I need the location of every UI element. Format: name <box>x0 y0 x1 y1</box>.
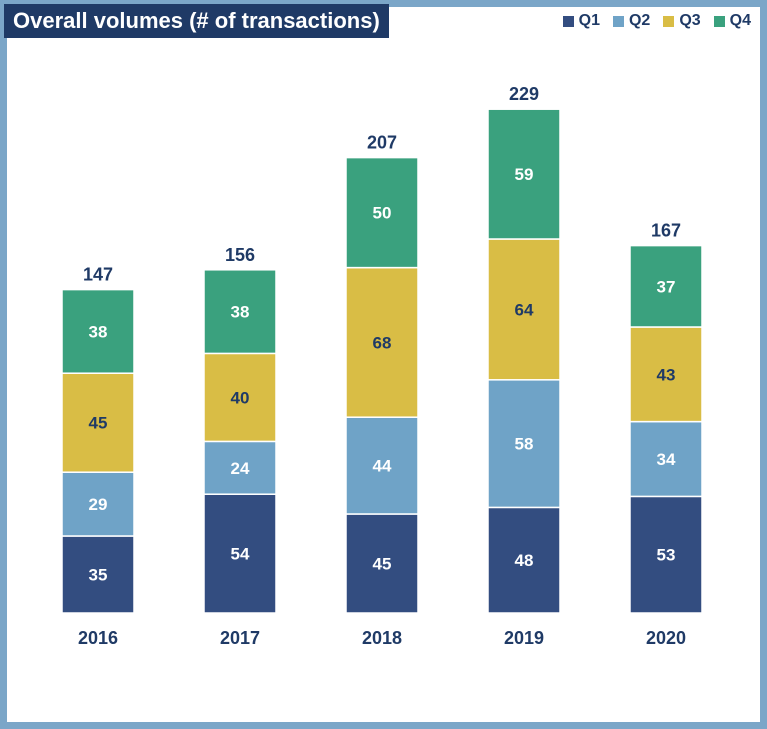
bar-q3-2017 <box>203 352 277 443</box>
data-label-q2-2018: 44 <box>373 457 392 476</box>
legend-swatch <box>663 15 675 27</box>
x-tick-label-2020: 2020 <box>646 628 686 648</box>
legend-item-q1: Q1 <box>562 12 600 30</box>
data-label-q2-2017: 24 <box>231 459 250 478</box>
bar-q1-2020 <box>629 495 703 614</box>
legend: Q1 Q2 Q3 Q4 <box>550 12 751 30</box>
data-label-q1-2018: 45 <box>373 555 392 574</box>
data-label-q3-2018: 68 <box>373 333 392 352</box>
bar-q4-2018 <box>345 156 419 269</box>
legend-label: Q4 <box>729 12 751 29</box>
data-label-q3-2017: 40 <box>231 388 250 407</box>
data-label-q1-2019: 48 <box>515 551 534 570</box>
total-label-2018: 207 <box>367 133 397 153</box>
data-label-q1-2020: 53 <box>657 546 676 565</box>
legend-label: Q3 <box>679 12 701 29</box>
data-label-q4-2017: 38 <box>231 303 250 322</box>
legend-label: Q2 <box>628 12 651 29</box>
bar-q1-2016 <box>61 535 135 614</box>
data-label-q1-2016: 35 <box>89 566 108 585</box>
bar-q2-2020 <box>629 420 703 498</box>
legend-swatch <box>562 15 574 27</box>
bar-q4-2019 <box>487 108 561 240</box>
data-label-q2-2020: 34 <box>657 450 676 469</box>
x-tick-label-2016: 2016 <box>78 628 118 648</box>
bar-q2-2019 <box>487 379 561 509</box>
legend-item-q2: Q2 <box>612 12 651 30</box>
data-label-q1-2017: 54 <box>231 545 250 564</box>
legend-swatch <box>612 15 624 27</box>
bar-q4-2017 <box>203 269 277 355</box>
bar-q3-2018 <box>345 266 419 418</box>
legend-label: Q1 <box>578 12 600 29</box>
data-label-q3-2019: 64 <box>515 300 534 319</box>
data-label-q3-2020: 43 <box>657 365 676 384</box>
legend-swatch <box>713 15 725 27</box>
bar-q1-2018 <box>345 513 419 614</box>
total-label-2020: 167 <box>651 221 681 241</box>
legend-item-q4: Q4 <box>713 12 751 30</box>
total-label-2017: 156 <box>225 245 255 265</box>
data-label-q4-2019: 59 <box>515 165 534 184</box>
data-label-q4-2020: 37 <box>657 277 676 296</box>
total-label-2019: 229 <box>509 84 539 104</box>
bar-q2-2016 <box>61 471 135 537</box>
bar-q2-2017 <box>203 440 277 495</box>
total-label-2016: 147 <box>83 265 113 285</box>
bar-q1-2017 <box>203 493 277 614</box>
bar-q4-2016 <box>61 288 135 374</box>
bar-q2-2018 <box>345 416 419 515</box>
x-tick-label-2019: 2019 <box>504 628 544 648</box>
bar-q3-2019 <box>487 238 561 381</box>
x-tick-label-2018: 2018 <box>362 628 402 648</box>
data-label-q4-2018: 50 <box>373 204 392 223</box>
bar-q3-2020 <box>629 326 703 423</box>
chart-title: Overall volumes (# of transactions) <box>4 4 389 38</box>
data-label-q4-2016: 38 <box>89 322 108 341</box>
legend-item-q3: Q3 <box>663 12 701 30</box>
data-label-q3-2016: 45 <box>89 414 108 433</box>
data-label-q2-2019: 58 <box>515 435 534 454</box>
x-tick-label-2017: 2017 <box>220 628 260 648</box>
bar-q3-2016 <box>61 372 135 473</box>
bar-q4-2020 <box>629 244 703 328</box>
data-label-q2-2016: 29 <box>89 495 108 514</box>
bar-q1-2019 <box>487 506 561 614</box>
